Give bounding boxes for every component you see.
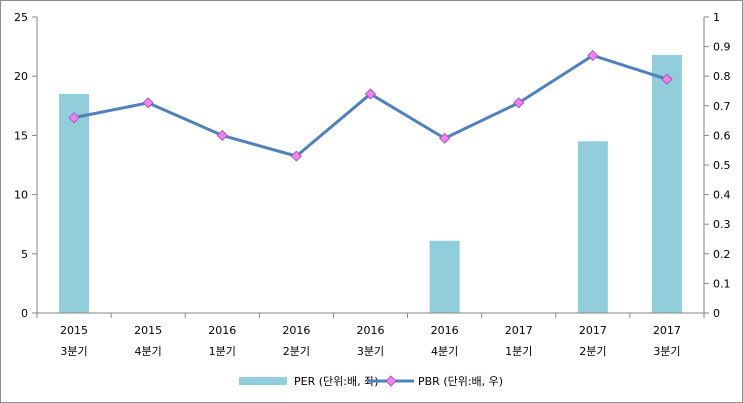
pbr-point [364,88,377,100]
per-bar [651,54,682,313]
left-tick-label: 5 [21,248,28,261]
x-tick-label-quarter: 2분기 [283,345,310,358]
x-axis-labels: 2015 3분기 2015 4분기 2016 1분기 2016 2분기 2016 3분기 2016 4… [36,313,705,358]
pbr-point [513,97,525,109]
x-tick-label-year: 2017 [505,324,533,337]
left-axis-ticks: 0 5 10 15 20 25 [14,11,37,320]
pbr-point [68,112,80,124]
pbr-point [142,97,154,109]
x-tick-label-quarter: 2분기 [579,345,606,358]
pbr-point [439,132,451,144]
pbr-point [290,150,302,162]
right-tick-label: 0.9 [713,41,731,54]
x-tick-label-year: 2016 [357,324,385,337]
x-tick-label-year: 2015 [60,324,88,337]
pbr-point [587,49,599,62]
legend: PER (단위:배, 좌) PBR (단위:배, 우) [239,375,503,388]
x-tick-label-year: 2017 [579,324,607,337]
x-tick-label-year: 2015 [134,324,162,337]
legend-pbr-label: PBR (단위:배, 우) [418,375,503,388]
x-tick-label-year: 2016 [208,324,236,337]
pbr-point [216,129,228,141]
right-tick-label: 0.4 [713,189,731,202]
x-tick-label-quarter: 4분기 [135,345,162,358]
x-tick-label-quarter: 4분기 [431,345,458,358]
right-tick-label: 0.3 [713,218,731,231]
per-bars [59,54,682,314]
right-tick-label: 0.6 [713,129,731,142]
x-tick-label-quarter: 3분기 [60,345,87,358]
left-tick-label: 10 [14,189,28,202]
right-axis-ticks: 0 0.1 0.2 0.3 0.4 0.5 0.6 0.7 0.8 0.9 1 [704,11,731,320]
right-tick-label: 0.1 [713,277,731,290]
x-tick-label-quarter: 3분기 [357,345,384,358]
left-tick-label: 0 [21,307,28,320]
left-tick-label: 20 [14,70,28,83]
left-tick-label: 25 [14,11,28,24]
right-tick-label: 0.8 [713,70,731,83]
x-tick-label-quarter: 3분기 [653,345,680,358]
right-tick-label: 0.5 [713,159,731,172]
x-tick-label-quarter: 1분기 [209,345,236,358]
legend-per-swatch [239,377,287,385]
right-tick-label: 0.7 [713,100,731,113]
legend-per-label: PER (단위:배, 좌) [294,375,379,388]
x-tick-label-quarter: 1분기 [505,345,532,358]
per-bar [577,141,608,313]
x-tick-label-year: 2017 [653,324,681,337]
left-tick-label: 15 [14,129,28,142]
right-tick-label: 0 [713,307,720,320]
pbr-line [68,49,673,162]
per-bar [59,93,90,314]
x-tick-label-year: 2016 [282,324,310,337]
right-tick-label: 1 [713,11,720,24]
pbr-point [661,73,673,85]
right-tick-label: 0.2 [713,248,731,261]
legend-pbr-marker [385,375,397,387]
per-bar [429,240,460,313]
x-tick-label-year: 2016 [431,324,459,337]
